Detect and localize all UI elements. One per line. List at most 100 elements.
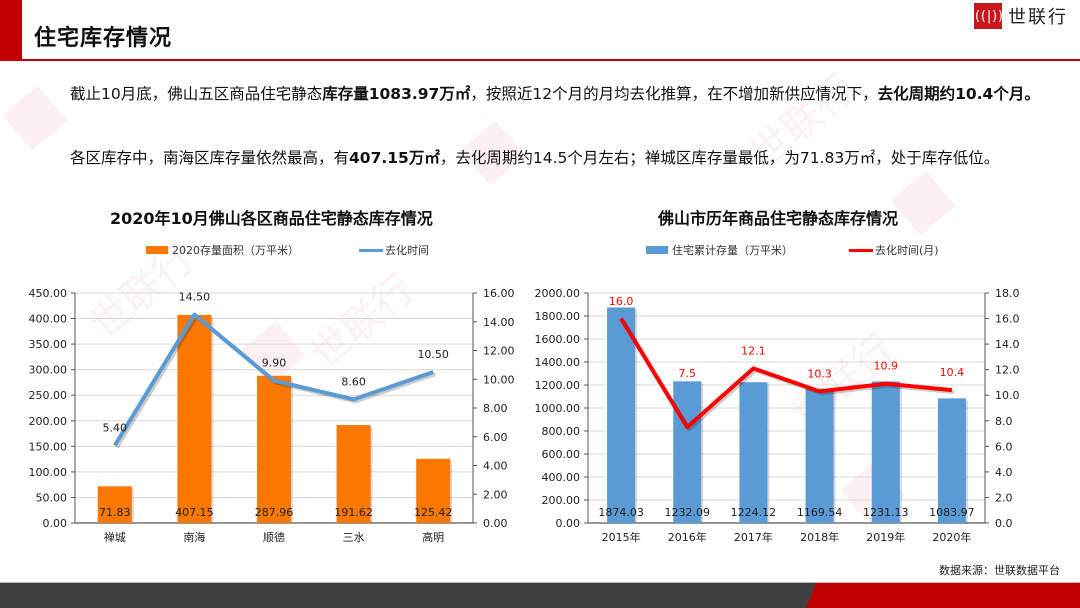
y-left-tick-label: 1400.00 — [535, 356, 581, 369]
y-left-tick-label: 800.00 — [542, 425, 581, 438]
x-tick-label: 2016年 — [668, 530, 707, 544]
line-value-label: 14.50 — [179, 291, 211, 304]
x-tick-label: 2018年 — [800, 530, 839, 544]
chart-legend-yearly: 住宅累计存量（万平米） 去化时间(月) — [646, 242, 939, 258]
y-left-tick-label: 1600.00 — [535, 333, 581, 346]
line-value-label: 10.4 — [940, 366, 965, 379]
y-left-tick-label: 250.00 — [29, 389, 68, 402]
y-right-tick-label: 14.0 — [995, 338, 1020, 351]
line-value-label: 8.60 — [341, 375, 366, 388]
y-right-tick-label: 10.0 — [995, 389, 1020, 402]
y-left-tick-label: 50.00 — [36, 491, 68, 504]
y-right-tick-label: 2.0 — [995, 491, 1013, 504]
bar — [257, 375, 291, 523]
y-left-tick-label: 400.00 — [29, 313, 68, 326]
y-left-tick-label: 150.00 — [29, 440, 68, 453]
y-right-tick-label: 8.0 — [995, 415, 1013, 428]
bar — [805, 388, 834, 523]
bar-value-label: 191.62 — [334, 506, 373, 519]
chart-title-yearly: 佛山市历年商品住宅静态库存情况 — [658, 209, 899, 228]
legend-swatch-bar — [646, 246, 668, 254]
summary-paragraph-2: 各区库存中，南海区库存量依然最高，有407.15万㎡，去化周期约14.5个月左右… — [30, 142, 1040, 174]
x-tick-label: 2015年 — [602, 530, 641, 544]
y-right-tick-label: 0.0 — [995, 517, 1013, 530]
y-right-tick-label: 6.0 — [995, 440, 1013, 453]
x-tick-label: 高明 — [422, 530, 444, 544]
page-title: 住宅库存情况 — [34, 26, 173, 51]
y-right-tick-label: 4.0 — [995, 466, 1013, 479]
y-right-tick-label: 16.0 — [995, 313, 1020, 326]
x-tick-label: 2019年 — [866, 530, 905, 544]
y-left-tick-label: 200.00 — [29, 415, 68, 428]
summary-paragraph-1: 截止10月底，佛山五区商品住宅静态库存量1083.97万㎡，按照近12个月的月均… — [30, 78, 1040, 110]
x-tick-label: 禅城 — [104, 530, 126, 544]
data-source-note: 数据来源：世联数据平台 — [939, 564, 1060, 577]
header-accent-block — [0, 0, 22, 61]
line-value-label: 16.0 — [609, 295, 634, 308]
text: 各区库存中，南海区库存量依然最高，有 — [70, 149, 350, 167]
bar — [673, 381, 702, 523]
legend-label: 2020存量面积（万平米） — [172, 244, 299, 257]
bar — [607, 307, 636, 523]
bar-value-label: 1083.97 — [929, 506, 975, 519]
y-left-tick-label: 0.00 — [556, 517, 581, 530]
y-left-tick-label: 1800.00 — [535, 310, 581, 323]
bar — [416, 458, 451, 523]
y-right-tick-label: 0.00 — [483, 517, 508, 530]
bar — [937, 398, 966, 523]
line-value-label: 10.50 — [417, 348, 449, 361]
logo-mark-icon: (((|))) — [968, 3, 1010, 29]
bar-value-label: 1224.12 — [731, 506, 777, 519]
y-left-tick-label: 1000.00 — [535, 402, 581, 415]
bar-value-label: 1169.54 — [797, 506, 843, 519]
line-value-label: 12.1 — [741, 344, 766, 357]
bar-value-label: 1232.09 — [665, 506, 711, 519]
x-tick-label: 三水 — [343, 531, 365, 544]
bar-value-label: 287.96 — [255, 506, 294, 519]
y-left-tick-label: 350.00 — [29, 338, 68, 351]
y-right-tick-label: 6.00 — [483, 431, 508, 444]
chart-title-district: 2020年10月佛山各区商品住宅静态库存情况 — [110, 209, 433, 228]
line-value-label: 10.9 — [874, 360, 899, 373]
line-value-label: 10.3 — [807, 367, 832, 380]
bar-value-label: 1874.03 — [598, 506, 644, 519]
y-left-tick-label: 400.00 — [542, 471, 581, 484]
highlight-text: 库存量1083.97万㎡ — [322, 85, 471, 103]
x-tick-label: 2017年 — [734, 530, 773, 544]
highlight-text: 去化周期约10.4个月。 — [877, 85, 1040, 103]
bar — [739, 382, 768, 523]
y-right-tick-label: 8.00 — [483, 402, 508, 415]
footer-accent — [806, 583, 1080, 608]
brand-logo: (((|))) 世联行 — [968, 3, 1068, 29]
line-value-label: 5.40 — [103, 421, 128, 434]
trend-line — [619, 317, 953, 430]
bar — [97, 486, 132, 523]
header-divider — [0, 59, 1080, 61]
y-left-tick-label: 0.00 — [43, 517, 68, 530]
y-left-tick-label: 200.00 — [542, 494, 581, 507]
highlight-text: 407.15万㎡ — [349, 149, 440, 167]
y-left-tick-label: 300.00 — [29, 364, 68, 377]
legend-label: 去化时间(月) — [875, 244, 939, 257]
y-right-tick-label: 10.00 — [483, 373, 515, 386]
line-shadow — [621, 319, 955, 432]
bar-value-label: 407.15 — [175, 506, 214, 519]
legend-label: 去化时间 — [385, 244, 429, 257]
text: 截止10月底，佛山五区商品住宅静态 — [70, 85, 323, 103]
logo-text: 世联行 — [1008, 7, 1068, 28]
y-right-tick-label: 12.00 — [483, 345, 515, 358]
line-value-label: 9.90 — [262, 357, 287, 370]
y-right-tick-label: 4.00 — [483, 460, 508, 473]
bar — [871, 381, 900, 523]
bar — [336, 425, 371, 523]
chart-legend-district: 2020存量面积（万平米） 去化时间 — [146, 242, 429, 258]
y-left-tick-label: 1200.00 — [535, 379, 581, 392]
x-tick-label: 顺德 — [263, 530, 285, 544]
bar-value-label: 1231.13 — [863, 506, 909, 519]
bar-value-label: 125.42 — [414, 506, 453, 519]
trend-line — [113, 312, 434, 447]
line-value-label: 7.5 — [679, 367, 697, 380]
y-left-tick-label: 2000.00 — [535, 287, 581, 300]
legend-swatch-line — [849, 248, 873, 252]
